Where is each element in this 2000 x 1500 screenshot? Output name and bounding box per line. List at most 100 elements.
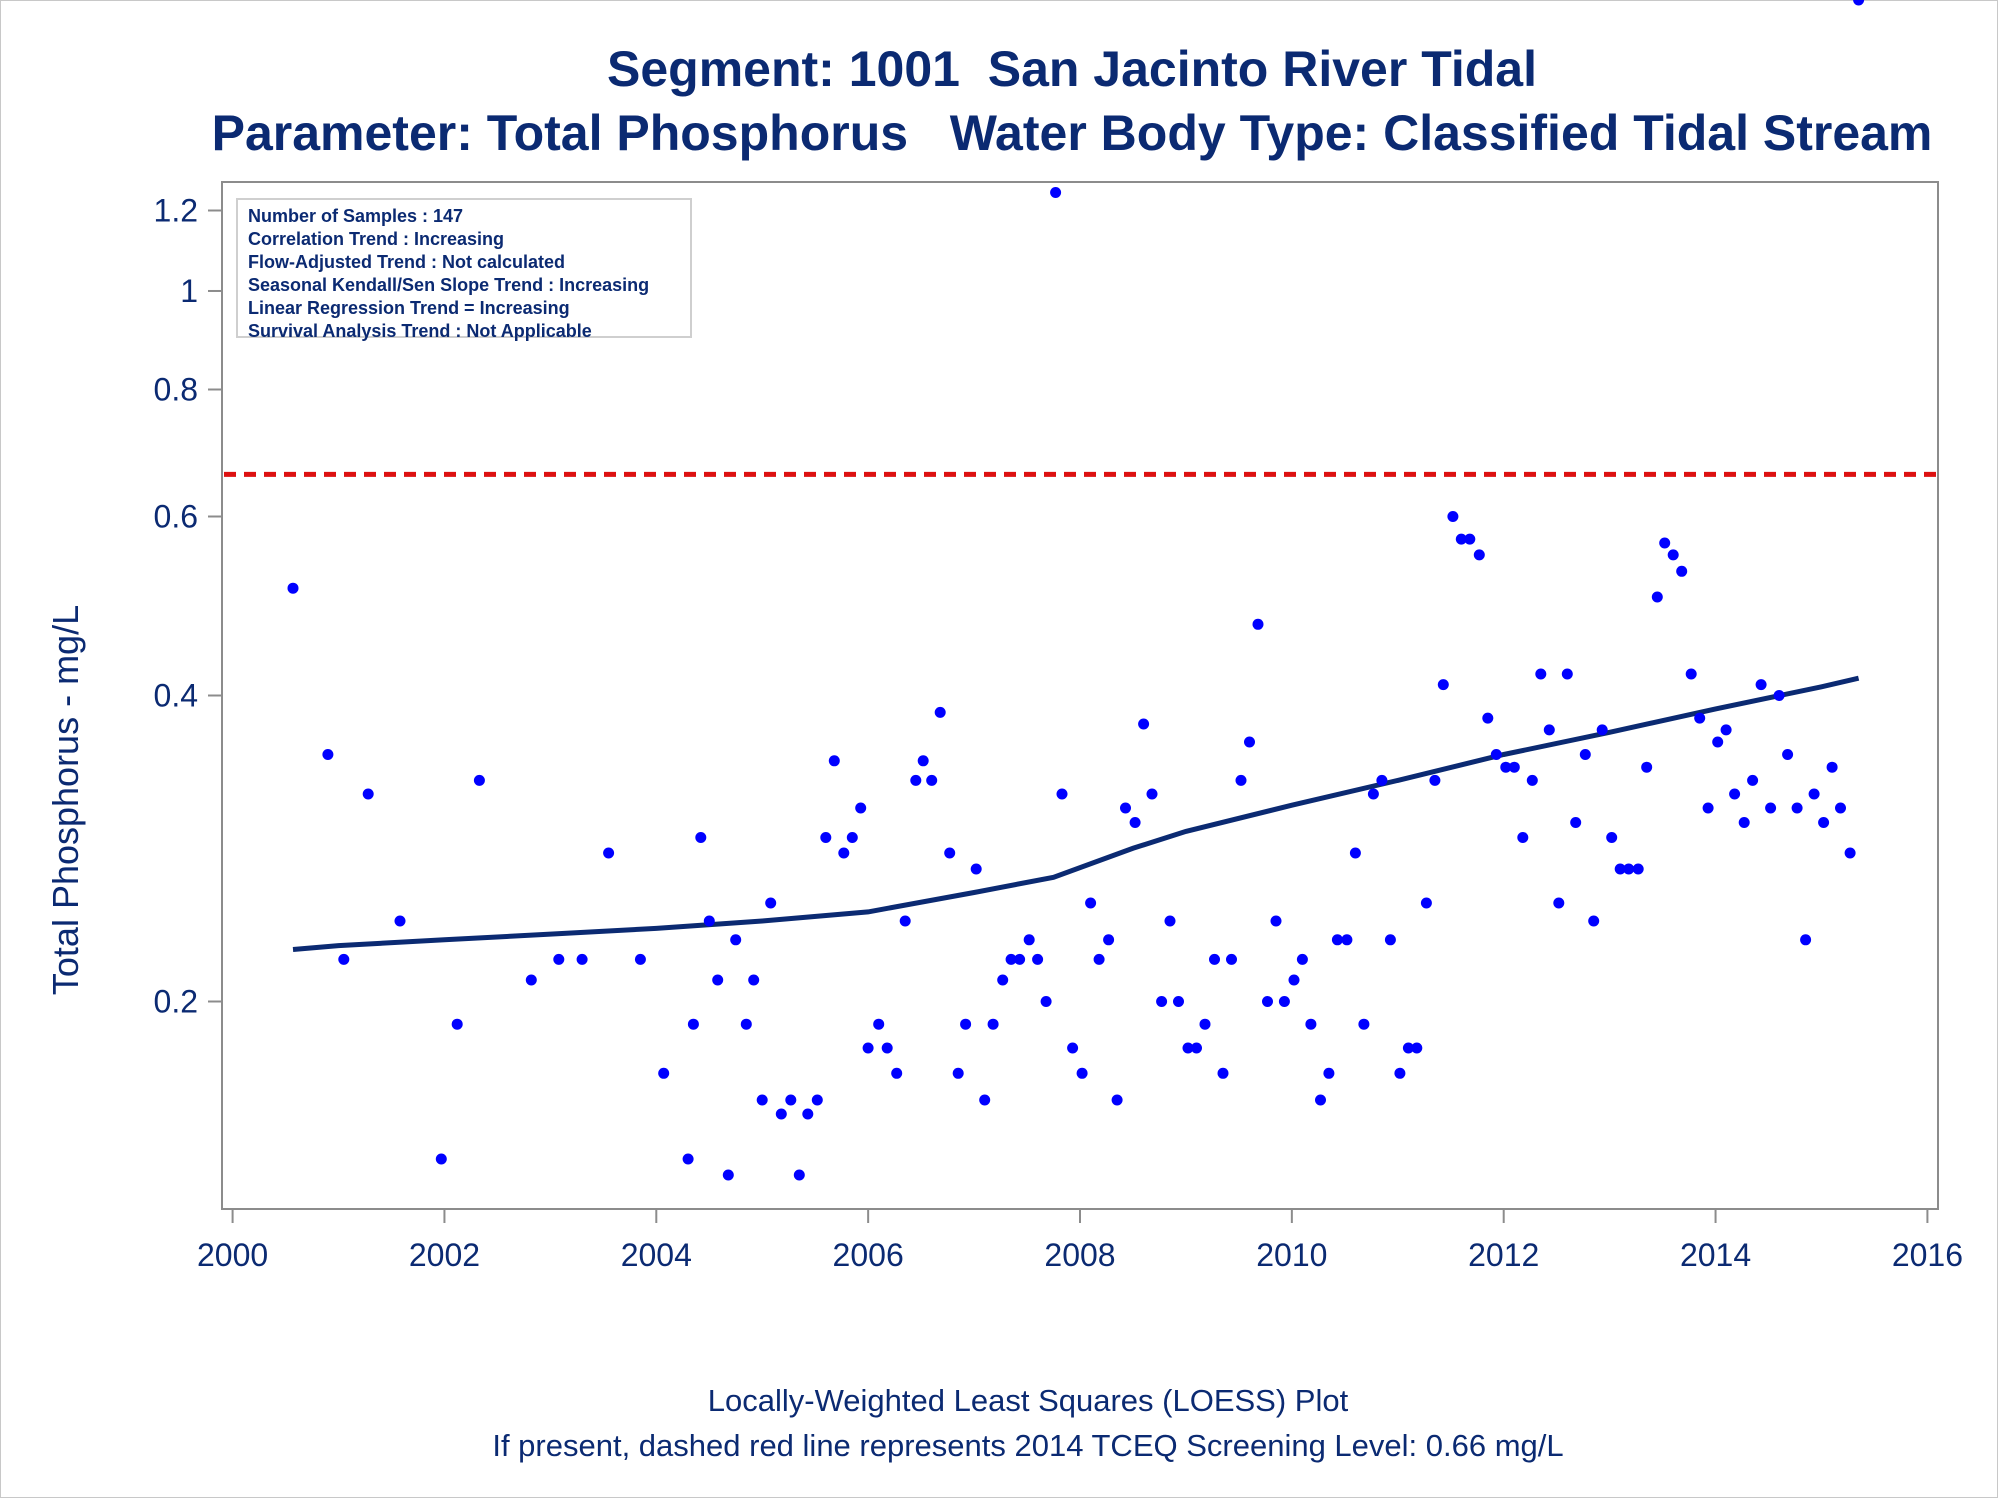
- data-point: [970, 863, 982, 875]
- data-point: [1056, 788, 1068, 800]
- data-point: [1685, 668, 1697, 680]
- data-point: [1632, 863, 1644, 875]
- data-point: [785, 1094, 797, 1106]
- data-point: [1093, 953, 1105, 965]
- data-point: [1129, 817, 1141, 828]
- data-point: [1384, 934, 1396, 946]
- data-point: [1782, 749, 1794, 760]
- data-point: [1305, 1018, 1317, 1030]
- data-point: [1217, 1067, 1229, 1079]
- data-point: [730, 934, 742, 946]
- data-point: [979, 1094, 991, 1106]
- data-point: [1067, 1042, 1079, 1054]
- data-point: [1482, 712, 1494, 724]
- data-point: [1747, 774, 1759, 786]
- data-point: [917, 755, 929, 767]
- data-point: [1712, 736, 1724, 748]
- data-point: [756, 1094, 768, 1106]
- data-point: [1596, 724, 1608, 736]
- data-point: [695, 832, 707, 843]
- data-point: [1464, 533, 1476, 545]
- x-tick-label: 2016: [1892, 1237, 1963, 1273]
- data-point: [1641, 761, 1653, 773]
- y-tick-label: 1.2: [154, 192, 198, 228]
- data-point: [1755, 679, 1767, 691]
- data-point: [899, 915, 911, 927]
- data-point: [1331, 934, 1343, 946]
- data-point: [1614, 863, 1626, 875]
- data-point: [740, 1018, 752, 1030]
- data-point: [1191, 1042, 1202, 1054]
- data-point: [1676, 565, 1688, 577]
- data-point: [1553, 897, 1565, 909]
- data-point: [1262, 996, 1273, 1007]
- data-point: [362, 788, 374, 800]
- data-point: [775, 1108, 787, 1120]
- stat-line-correlation: Correlation Trend : Increasing: [248, 229, 505, 249]
- data-point: [1103, 934, 1115, 946]
- data-point: [1209, 953, 1220, 965]
- data-point: [1623, 863, 1635, 875]
- data-point: [1508, 761, 1520, 773]
- data-point: [1579, 749, 1591, 760]
- data-point: [944, 847, 956, 859]
- data-point: [1182, 1042, 1194, 1054]
- stat-line-samples: Number of Samples : 147: [248, 206, 464, 226]
- data-point: [1120, 802, 1131, 814]
- data-point: [862, 1042, 874, 1054]
- data-point: [687, 1018, 699, 1030]
- data-point: [838, 847, 850, 859]
- data-point: [682, 1153, 694, 1165]
- data-point: [1138, 718, 1150, 730]
- data-point: [1535, 668, 1547, 680]
- y-tick-label: 0.6: [154, 498, 198, 534]
- data-point: [828, 755, 840, 767]
- data-point: [1702, 802, 1714, 814]
- y-axis: 0.2 0.4 0.6 0.8 1 1.2: [154, 192, 222, 1020]
- data-point: [1199, 1018, 1211, 1030]
- data-point: [910, 774, 922, 786]
- stat-line-seasonal-kendall: Seasonal Kendall/Sen Slope Trend : Incre…: [248, 275, 650, 295]
- data-point: [1818, 817, 1830, 828]
- data-point: [1146, 788, 1158, 800]
- data-point: [1235, 774, 1247, 786]
- data-point: [1517, 832, 1529, 843]
- data-point: [1773, 690, 1785, 701]
- y-tick-label: 1: [180, 273, 198, 309]
- data-point: [997, 974, 1009, 986]
- stats-box: Number of Samples : 147 Correlation Tren…: [236, 198, 692, 341]
- data-point: [1437, 679, 1449, 691]
- data-point: [1659, 537, 1671, 549]
- data-point: [473, 774, 485, 786]
- data-point: [1651, 591, 1663, 603]
- x-tick-label: 2004: [621, 1237, 692, 1273]
- data-point: [793, 1169, 805, 1181]
- data-point: [1349, 847, 1361, 859]
- data-point: [1808, 788, 1820, 800]
- data-point: [1694, 712, 1706, 724]
- data-point: [1296, 953, 1308, 965]
- data-point: [287, 582, 299, 594]
- data-point: [703, 915, 715, 927]
- data-point: [1667, 549, 1679, 561]
- data-point: [658, 1067, 670, 1079]
- data-point: [1358, 1018, 1370, 1030]
- data-point: [1164, 915, 1176, 927]
- data-point: [748, 974, 760, 986]
- x-tick-label: 2006: [833, 1237, 904, 1273]
- x-axis: 2000 2002 2004 2006 2008 2010 2012 2014 2016: [197, 1209, 1963, 1273]
- data-point: [1429, 774, 1441, 786]
- chart-subtitle: Parameter: Total Phosphorus Water Body T…: [211, 105, 1933, 161]
- data-point: [394, 915, 406, 927]
- data-point: [1076, 1067, 1088, 1079]
- data-points: [287, 0, 1865, 1181]
- footnote-loess: Locally-Weighted Least Squares (LOESS) P…: [707, 1383, 1349, 1418]
- data-point: [1156, 996, 1168, 1007]
- data-point: [1473, 549, 1485, 561]
- data-point: [1040, 996, 1052, 1007]
- data-point: [634, 953, 646, 965]
- x-tick-label: 2000: [197, 1237, 268, 1273]
- data-point: [1252, 618, 1264, 630]
- chart-title: Segment: 1001 San Jacinto River Tidal: [607, 41, 1537, 97]
